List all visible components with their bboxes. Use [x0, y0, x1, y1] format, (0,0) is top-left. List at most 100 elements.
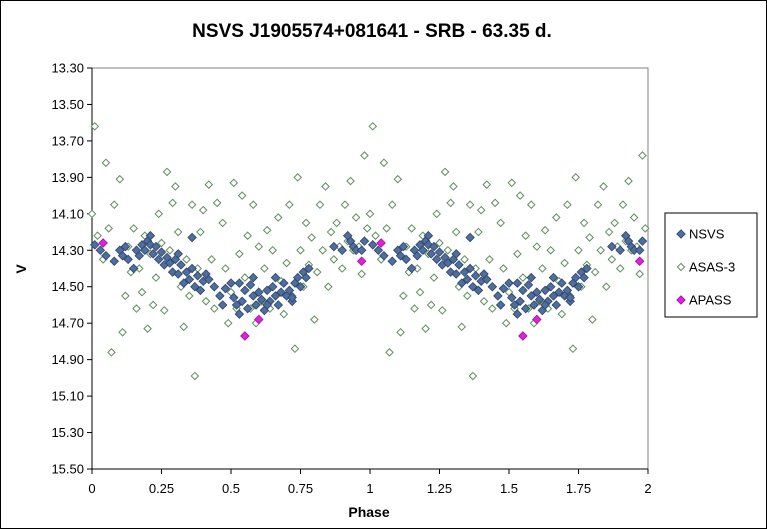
legend-label: ASAS-3	[689, 260, 735, 275]
data-point	[637, 236, 648, 246]
data-point	[395, 250, 406, 261]
data-point	[356, 245, 367, 256]
data-point	[512, 278, 523, 288]
data-point	[307, 233, 316, 242]
data-point	[451, 269, 461, 279]
data-point	[295, 281, 306, 292]
data-point	[487, 281, 498, 292]
data-point	[235, 249, 244, 259]
ticks-layer: 13.30 13.50 13.70 13.90 14.10 14.30 14.50 14.70…	[51, 61, 651, 497]
data-point	[90, 240, 100, 250]
data-point	[153, 254, 164, 265]
data-point	[387, 200, 397, 210]
data-point	[588, 315, 597, 324]
data-point	[132, 304, 141, 313]
data-point	[443, 258, 453, 268]
data-point	[215, 291, 225, 301]
data-point	[118, 327, 127, 337]
data-point	[315, 200, 325, 210]
data-point	[234, 309, 245, 319]
data-point	[604, 227, 614, 237]
data-point	[148, 249, 158, 259]
data-point	[485, 255, 494, 264]
data-point	[156, 247, 167, 257]
data-point	[254, 287, 264, 297]
data-point	[562, 285, 573, 296]
data-point	[435, 238, 444, 248]
data-point	[590, 267, 600, 277]
legend-marker	[676, 229, 686, 239]
data-point	[223, 318, 233, 328]
y-tick-label: 14.10	[51, 206, 84, 221]
data-point	[571, 173, 581, 182]
data-point	[93, 231, 102, 240]
data-point	[270, 272, 281, 283]
data-point	[276, 287, 286, 297]
data-point	[168, 198, 177, 208]
data-point	[173, 227, 183, 237]
data-point	[273, 300, 284, 310]
data-point	[359, 236, 370, 246]
data-point	[465, 232, 475, 243]
data-point	[310, 315, 319, 324]
legend-marker	[676, 262, 686, 272]
data-point	[282, 258, 291, 268]
data-point	[504, 278, 514, 288]
data-point	[551, 213, 561, 222]
data-point	[120, 241, 131, 252]
data-point	[267, 281, 278, 292]
x-tick-label: 1	[366, 481, 373, 496]
data-point	[229, 178, 239, 188]
data-point	[387, 256, 398, 266]
data-point	[312, 267, 322, 277]
data-point	[329, 255, 339, 264]
series-layer	[87, 122, 650, 381]
data-point	[368, 122, 378, 131]
data-point	[563, 200, 572, 210]
data-point	[462, 274, 473, 285]
data-point	[192, 271, 203, 281]
data-point	[240, 331, 250, 341]
data-point	[360, 151, 369, 160]
data-point	[513, 249, 522, 259]
data-point	[248, 291, 259, 301]
data-point	[182, 255, 191, 264]
data-point	[357, 269, 366, 279]
data-point	[143, 324, 152, 333]
data-point	[515, 191, 525, 200]
legend: NSVS ASAS-3 APASS	[664, 212, 758, 318]
data-point	[501, 318, 511, 328]
data-point	[165, 258, 175, 268]
data-point	[624, 176, 633, 186]
data-point	[551, 300, 562, 310]
data-point	[95, 245, 106, 256]
data-point	[140, 245, 150, 256]
data-point	[329, 241, 339, 252]
data-point	[284, 285, 295, 296]
data-point	[523, 280, 534, 290]
data-point	[470, 271, 481, 281]
x-tick-label: 1.25	[427, 481, 452, 496]
data-point	[382, 224, 391, 233]
data-point	[262, 225, 272, 235]
data-point	[415, 287, 425, 297]
data-point	[610, 218, 619, 228]
data-point	[426, 249, 436, 259]
data-point	[173, 269, 183, 279]
data-point	[507, 292, 517, 303]
y-tick-label: 13.90	[51, 170, 84, 185]
data-point	[340, 200, 350, 210]
data-point	[115, 174, 125, 184]
series-nsvs	[90, 230, 648, 319]
data-point	[104, 224, 113, 233]
x-tick-label: 1.5	[500, 481, 518, 496]
data-point	[585, 233, 594, 242]
data-point	[579, 218, 589, 228]
data-point	[285, 200, 294, 210]
data-point	[548, 291, 559, 301]
data-point	[209, 281, 220, 292]
data-point	[254, 314, 264, 325]
data-point	[532, 242, 542, 251]
data-point	[554, 287, 564, 297]
